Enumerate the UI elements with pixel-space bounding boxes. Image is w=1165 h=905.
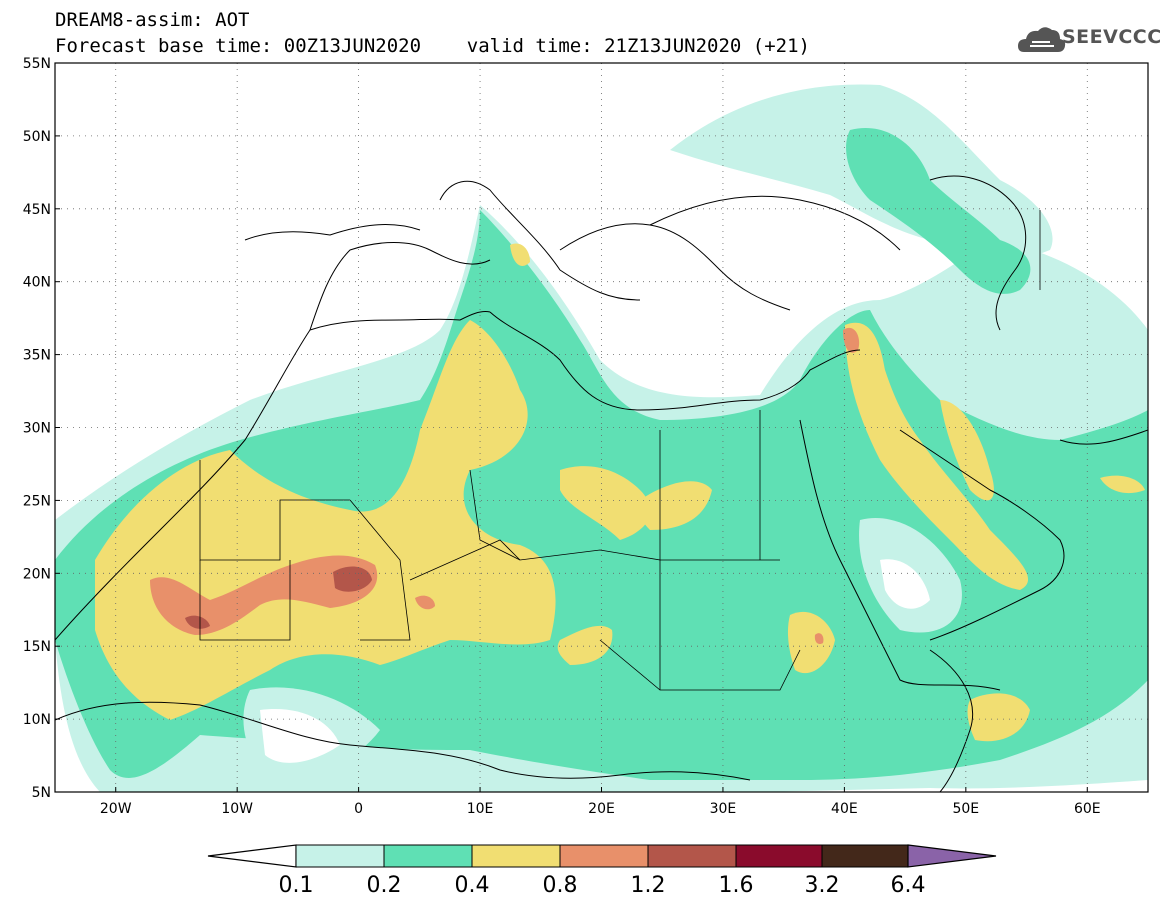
colorbar-label: 0.4 [455,873,490,898]
aot-contour-low [260,709,340,763]
aot-contour-0-4 [638,481,712,530]
aot-contour-0-4 [845,322,1029,590]
colorbar-label: 3.2 [805,873,840,898]
lat-tick-label: 10N [23,712,51,728]
lon-tick-label: 60E [1074,801,1101,817]
aot-contour-0-4 [560,466,651,540]
lat-tick-label: 45N [23,202,51,218]
aot-contour-0-2 [846,128,1031,294]
colorbar-segment-1-2 [647,844,737,868]
lon-tick-label: 40E [831,801,858,817]
aot-contour-0-4 [557,625,613,665]
coastlines [55,175,1148,792]
aot-contour-0-4 [1100,475,1145,494]
forecast-time-line: Forecast base time: 00Z13JUN2020 valid t… [55,35,810,57]
seevccc-logo: SEEVCCC [1062,26,1162,48]
cloud-icon [1018,27,1066,52]
colorbar-segment-1-6 [735,844,823,868]
lon-tick-label: 10E [467,801,494,817]
aot-contour-0-8 [415,595,435,610]
colorbar-segment-0-1 [295,844,385,868]
latitude-axis: 5N 10N 15N 20N 25N 30N 35N 40N 45N 50N 55N [23,56,60,801]
lat-tick-label: 5N [32,785,51,801]
aot-contour-0-4 [510,243,530,266]
aot-contour-0-4 [787,611,835,674]
colorbar-label: 6.4 [891,873,926,898]
lat-tick-label: 20N [23,566,51,582]
lon-tick-label: 30E [710,801,737,817]
colorbar-label: 0.2 [367,873,402,898]
lat-tick-label: 35N [23,348,51,364]
lon-tick-label: 20W [100,801,132,817]
lon-tick-label: 20E [588,801,615,817]
lat-tick-label: 30N [23,421,51,437]
colorbar-segment-0-8 [559,844,649,868]
lat-tick-label: 55N [23,56,51,72]
lon-tick-label: 50E [952,801,979,817]
colorbar-segment-0-4 [471,844,561,868]
colorbar-label: 0.8 [543,873,578,898]
aot-contour-0-4 [967,693,1030,742]
map-title: DREAM8-assim: AOT [55,9,250,31]
map-grid [55,63,1148,792]
aot-contour-0-8 [843,327,860,353]
colorbar: 0.1 0.2 0.4 0.8 1.2 1.6 3.2 6.4 [207,844,997,898]
colorbar-over-triangle [907,844,997,868]
aot-contour-0-4 [940,400,994,501]
aot-contour-0-8 [814,633,824,645]
longitude-axis: 20W 10W 0 10E 20E 30E 40E 50E 60E [100,787,1101,817]
lon-tick-label: 10W [221,801,253,817]
colorbar-under-triangle [207,844,297,868]
aot-contour-1-2 [333,566,372,592]
lat-tick-label: 25N [23,493,51,509]
colorbar-segment-0-2 [383,844,473,868]
aot-contour-0-8 [150,555,378,635]
lat-tick-label: 15N [23,639,51,655]
colorbar-label: 1.6 [719,873,754,898]
colorbar-label: 0.1 [279,873,314,898]
lon-tick-label: 0 [354,801,363,817]
lat-tick-label: 50N [23,129,51,145]
colorbar-segment-3-2 [821,844,909,868]
aot-contour-1-2 [185,615,210,629]
colorbar-label: 1.2 [631,873,666,898]
aot-contour-low [880,559,930,609]
country-borders [199,210,1041,691]
lat-tick-label: 40N [23,275,51,291]
